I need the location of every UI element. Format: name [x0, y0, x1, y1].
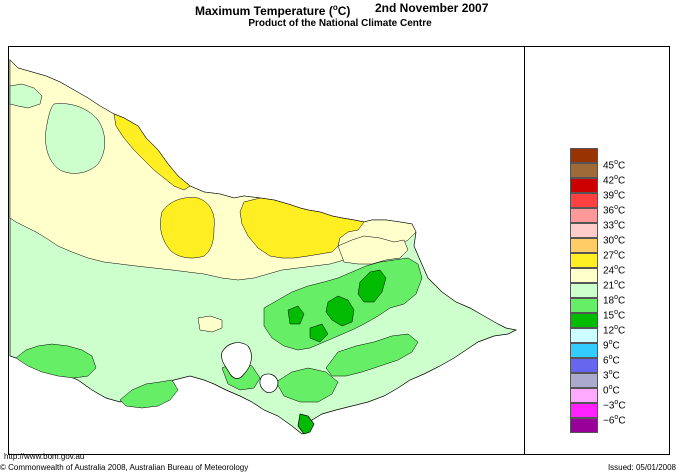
map-title: Maximum Temperature (oC) 2nd November 20… — [0, 0, 680, 18]
legend-swatch — [570, 358, 598, 373]
zone-12-15-c — [287, 305, 305, 325]
legend-item: 24oC — [570, 253, 660, 276]
legend-item: −3oC — [570, 388, 660, 411]
footer-url[interactable]: http://www.bom.gov.au — [4, 452, 85, 461]
legend-item: 39oC — [570, 178, 660, 201]
legend-swatch — [570, 298, 598, 313]
zone-18-21-west — [9, 83, 43, 109]
legend-label: 9oC — [603, 339, 620, 352]
zone-15-18-southcoast — [275, 367, 339, 403]
zone-24-27-northeast — [239, 197, 365, 259]
wilsons-promontory — [297, 413, 315, 435]
legend-swatch — [570, 163, 598, 178]
legend-swatch — [570, 403, 598, 418]
legend-swatch — [570, 388, 598, 403]
legend-swatch — [570, 178, 598, 193]
legend-swatch — [570, 343, 598, 358]
legend-swatch — [570, 373, 598, 388]
legend-item: 45oC — [570, 148, 660, 171]
zone-12-15-d — [309, 323, 329, 343]
legend-label: 15oC — [603, 309, 626, 322]
legend-label: 42oC — [603, 174, 626, 187]
legend-swatch — [570, 283, 598, 298]
legend-swatch — [570, 193, 598, 208]
legend-label: 33oC — [603, 219, 626, 232]
zone-12-15-a — [357, 269, 387, 303]
western-port — [259, 373, 279, 393]
legend-label: 3oC — [603, 369, 620, 382]
legend-label: 24oC — [603, 264, 626, 277]
legend-label: −6oC — [603, 414, 626, 427]
legend-swatch — [570, 148, 598, 163]
legend-swatch — [570, 253, 598, 268]
port-phillip-bay — [221, 342, 252, 379]
legend-item: 36oC — [570, 193, 660, 216]
legend-swatch — [570, 418, 598, 433]
legend-item: 3oC — [570, 358, 660, 381]
legend-item — [570, 418, 660, 433]
legend-swatch — [570, 328, 598, 343]
footer-issued: Issued: 05/01/2008 — [607, 463, 676, 472]
legend-label: 18oC — [603, 294, 626, 307]
legend-label: 45oC — [603, 159, 626, 172]
zone-15-18-gippsland — [325, 333, 419, 377]
zone-18-21-mallee — [45, 103, 105, 174]
legend-swatch — [570, 223, 598, 238]
title-date: 2nd November 2007 — [375, 1, 489, 15]
zone-24-27-central — [160, 197, 215, 259]
legend-label: 21oC — [603, 279, 626, 292]
zone-21-24-east — [337, 235, 409, 265]
legend-swatch — [570, 238, 598, 253]
legend-item: 21oC — [570, 268, 660, 291]
legend-label: 6oC — [603, 354, 620, 367]
temperature-legend: 45oC 42oC 39oC 36oC 33oC 30oC 27oC 24oC … — [570, 148, 660, 433]
legend-item: −6oC — [570, 403, 660, 426]
legend-label: 39oC — [603, 189, 626, 202]
legend-item: 6oC — [570, 343, 660, 366]
victoria-temperature-map — [9, 59, 518, 435]
legend-label: 27oC — [603, 249, 626, 262]
legend-label: 12oC — [603, 324, 626, 337]
legend-label: 36oC — [603, 204, 626, 217]
frame-divider — [524, 46, 525, 455]
legend-item: 42oC — [570, 163, 660, 186]
legend-item: 33oC — [570, 208, 660, 231]
zone-12-15-b — [325, 295, 355, 327]
legend-swatch — [570, 208, 598, 223]
legend-item: 12oC — [570, 313, 660, 336]
legend-swatch — [570, 313, 598, 328]
zone-21-24-south — [197, 315, 223, 333]
legend-item: 15oC — [570, 298, 660, 321]
legend-item: 27oC — [570, 238, 660, 261]
zone-24-27-north — [113, 113, 191, 191]
title-text: Maximum Temperature (oC) — [195, 3, 351, 18]
legend-label: 0oC — [603, 384, 620, 397]
map-subtitle: Product of the National Climate Centre — [248, 18, 432, 29]
footer-copyright: © Commonwealth of Australia 2008, Austra… — [0, 463, 249, 472]
legend-label: −3oC — [603, 399, 626, 412]
zone-15-18-coast-west — [15, 343, 97, 379]
legend-item: 18oC — [570, 283, 660, 306]
legend-item: 9oC — [570, 328, 660, 351]
legend-item: 30oC — [570, 223, 660, 246]
legend-label: 30oC — [603, 234, 626, 247]
zone-15-18-otways — [119, 379, 179, 409]
legend-swatch — [570, 268, 598, 283]
legend-item: 0oC — [570, 373, 660, 396]
